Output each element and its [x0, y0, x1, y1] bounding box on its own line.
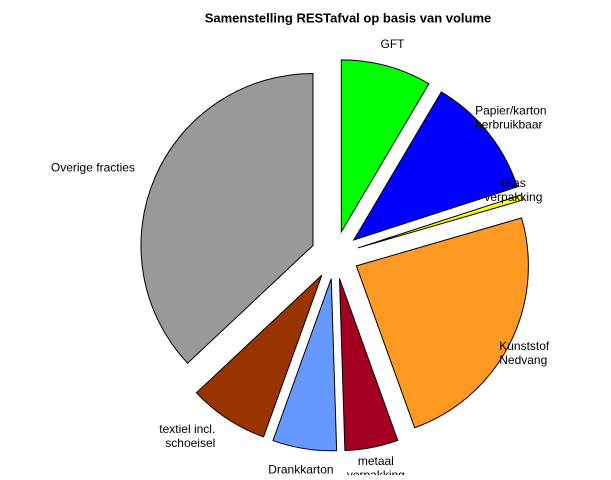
pie-slice [140, 72, 314, 364]
slice-label: metaalverpakking [347, 454, 405, 475]
slice-label: textiel incl. schoeisel [159, 422, 215, 450]
slice-label: Kunststof Nedvang [499, 339, 550, 367]
slice-label: GFT [381, 37, 406, 51]
pie-slice [355, 217, 529, 429]
slice-label: Papier/karton herbruikbaar [475, 104, 546, 132]
pie-slice [195, 274, 323, 438]
pie-slice [352, 91, 518, 241]
slice-label: Drankkarton [268, 462, 333, 475]
pie-slice [357, 194, 524, 249]
slice-label: Overige fracties [51, 161, 135, 175]
pie-slice [340, 59, 430, 234]
chart-title: Samenstelling RESTafval op basis van vol… [205, 10, 492, 25]
slice-label: Glas verpakking [484, 176, 542, 204]
pie-slice [272, 278, 338, 452]
pie-slice [338, 278, 399, 452]
